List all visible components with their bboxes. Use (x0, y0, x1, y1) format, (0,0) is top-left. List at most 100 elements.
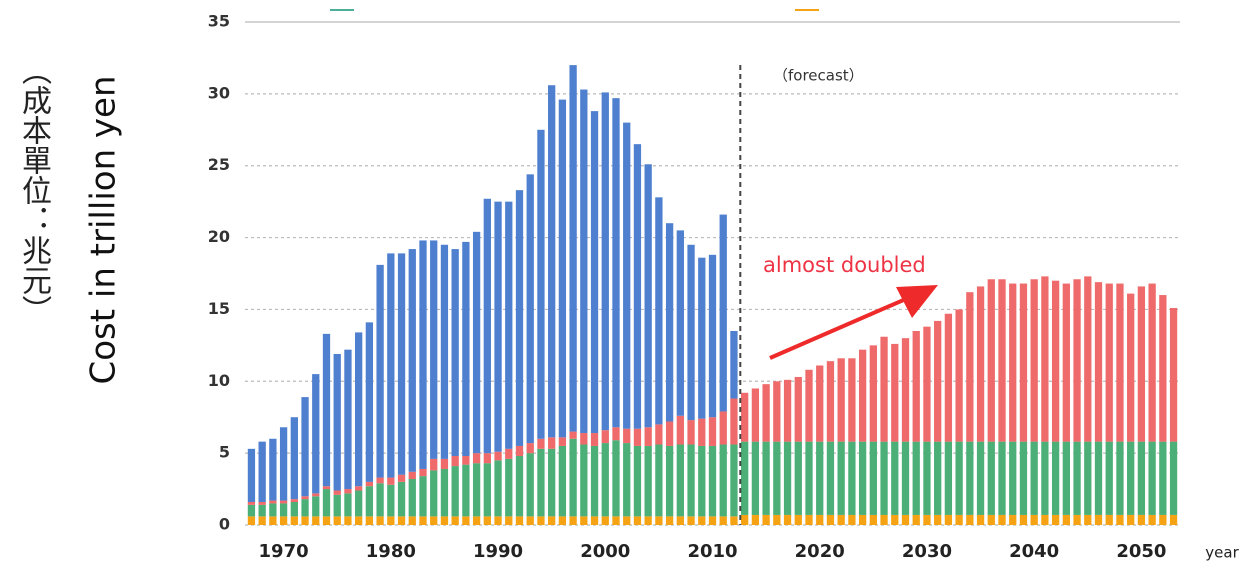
x-tick-label: 2030 (902, 541, 952, 562)
bar-segment (623, 122, 631, 429)
bar-segment (590, 445, 599, 517)
bar-segment (1051, 441, 1060, 515)
bar-segment (944, 514, 953, 525)
bar-segment (730, 398, 738, 445)
bar-segment (687, 244, 695, 421)
bar-segment (494, 460, 502, 517)
bar-segment (580, 433, 588, 445)
bar-segment (408, 471, 416, 480)
bar-segment (279, 516, 288, 525)
bar-segment (279, 500, 288, 504)
bar-segment (708, 516, 717, 525)
bar-segment (976, 441, 985, 515)
bar-segment (279, 503, 288, 517)
bar-segment (440, 244, 449, 459)
bar-segment (312, 496, 320, 517)
bar-segment (1148, 441, 1156, 515)
bar-segment (773, 381, 781, 442)
bar-segment (440, 458, 449, 469)
bar-segment (623, 428, 631, 444)
bar-segment (1009, 441, 1017, 515)
bar-segment (258, 441, 266, 503)
bar-segment (494, 516, 502, 525)
bar-segment (708, 254, 717, 418)
bar-segment (794, 441, 802, 515)
bar-segment (472, 516, 481, 525)
bar-segment (665, 223, 674, 422)
bar-segment (376, 483, 384, 517)
bar-segment (1094, 282, 1103, 442)
bar-segment (976, 514, 985, 525)
bar-segment (355, 516, 363, 525)
bar-segment (955, 441, 963, 515)
bar-segment (569, 65, 577, 432)
bar-segment (430, 470, 438, 517)
bar-segment (365, 481, 374, 487)
bar-segment (451, 456, 459, 467)
y-tick-label: 30 (208, 83, 230, 102)
bar-segment (1127, 293, 1135, 442)
bar-segment (880, 336, 888, 442)
bar-segment (472, 463, 481, 517)
bar-segment (837, 514, 845, 525)
bar-segment (741, 514, 749, 525)
bar-segment (365, 486, 374, 517)
bar-segment (312, 493, 320, 497)
bar-segment (612, 516, 620, 525)
bar-segment (987, 441, 995, 515)
bar-segment (483, 516, 491, 525)
bar-segment (387, 477, 395, 485)
bar-segment (633, 428, 642, 446)
bar-segment (955, 309, 963, 442)
bar-segment (451, 466, 459, 517)
bar-segment (548, 516, 556, 525)
bar-segment (333, 516, 341, 525)
bar-segment (1073, 514, 1081, 525)
x-tick-label: 1980 (366, 541, 416, 562)
bar-segment (322, 489, 331, 517)
bar-segment (655, 516, 663, 525)
bar-segment (290, 516, 298, 525)
bar-segment (355, 490, 363, 517)
bar-segment (1127, 441, 1135, 515)
bar-segment (1019, 283, 1028, 442)
bar-segment (483, 463, 491, 517)
bar-segment (1137, 286, 1146, 442)
bar-segment (430, 240, 438, 459)
bar-segment (1094, 441, 1103, 515)
bar-segment (1030, 441, 1038, 515)
bar-segment (1051, 514, 1060, 525)
bar-segment (869, 514, 877, 525)
bar-segment (333, 494, 341, 517)
bar-segment (891, 343, 899, 442)
bar-segment (462, 464, 470, 517)
bar-segment (387, 516, 395, 525)
bar-segment (837, 358, 845, 442)
bar-segment (901, 338, 910, 442)
bar-segment (494, 451, 502, 461)
bar-segment (955, 514, 963, 525)
y-tick-label: 25 (208, 155, 230, 174)
bar-segment (515, 516, 524, 525)
bar-segment (826, 514, 835, 525)
bar-segment (741, 392, 749, 442)
bar-segment (430, 516, 438, 525)
bar-segment (998, 279, 1006, 442)
bar-segment (644, 427, 652, 446)
bar-segment (1051, 280, 1060, 442)
bar-segment (1094, 514, 1103, 525)
bar-segment (258, 502, 266, 505)
bar-segment (548, 448, 556, 517)
bar-segment (837, 441, 845, 515)
bar-segment (858, 349, 867, 442)
bar-segment (869, 441, 877, 515)
bar-segment (590, 433, 599, 446)
x-tick-label: 2050 (1116, 541, 1166, 562)
bar-segment (1084, 441, 1092, 515)
bar-segment (998, 514, 1006, 525)
bar-segment (290, 417, 298, 500)
bar-segment (397, 481, 406, 517)
bar-segment (1041, 441, 1049, 515)
bar-segment (1041, 514, 1049, 525)
bar-segment (644, 164, 652, 428)
